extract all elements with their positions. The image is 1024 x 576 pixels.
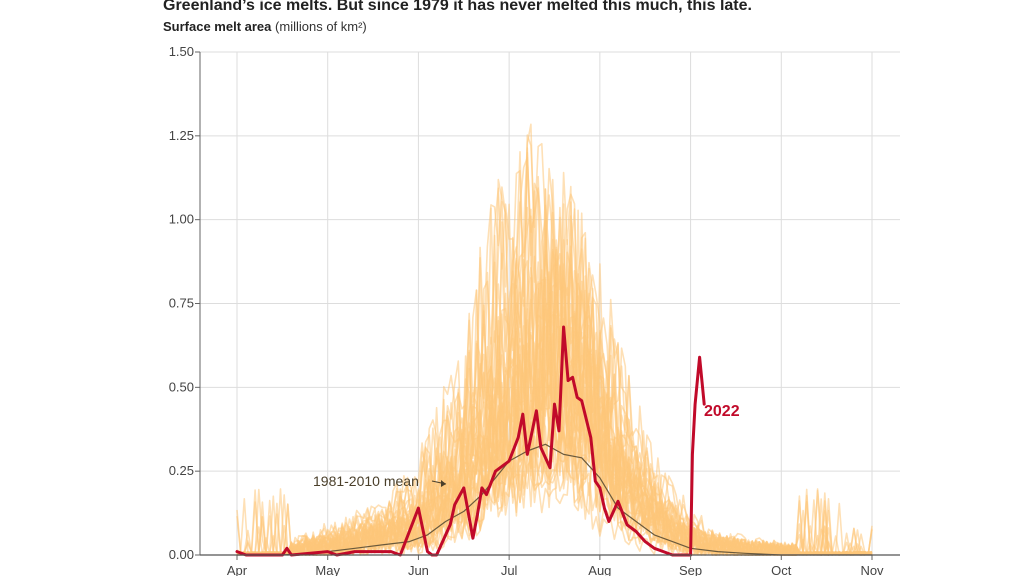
y-tick-label: 0.00: [169, 547, 194, 562]
historical-melt-lines: [236, 123, 873, 556]
series-mean-line: [236, 443, 873, 556]
axes: 0.00 0.25 0.50 0.75 1.00 1.25 1.50 Apr May Jun Jul…: [169, 44, 900, 576]
historical-year-line: [236, 186, 873, 556]
x-tick-label: Nov: [860, 563, 884, 576]
y-axis-units: (millions of km²): [275, 19, 367, 34]
x-tick-label: Jul: [501, 563, 518, 576]
x-tick-label: Apr: [227, 563, 248, 576]
y-tick-label: 1.00: [169, 212, 194, 227]
mean-label-arrow: [441, 480, 446, 487]
y-axis-label: Surface melt area: [163, 19, 272, 34]
y-tick-label: 0.50: [169, 379, 194, 394]
series-2022-label: 2022: [704, 403, 740, 420]
x-tick-label: Jun: [408, 563, 429, 576]
x-tick-label: Oct: [771, 563, 792, 576]
x-tick-label: May: [315, 563, 340, 576]
mean-label: 1981-2010 mean: [313, 473, 419, 489]
y-tick-label: 0.25: [169, 463, 194, 478]
x-tick-label: Aug: [588, 563, 611, 576]
series-lines: [235, 325, 873, 557]
x-tick-label: Sep: [679, 563, 702, 576]
y-tick-label: 1.25: [169, 128, 194, 143]
chart-subtitle: Surface melt area (millions of km²): [163, 19, 367, 34]
series-labels: 1981-2010 mean 2022: [313, 403, 740, 489]
chart-title: Greenland’s ice melts. But since 1979 it…: [163, 0, 752, 14]
y-tick-label: 0.75: [169, 296, 194, 311]
series-2022-line: [235, 325, 706, 557]
y-tick-label: 1.50: [169, 44, 194, 59]
